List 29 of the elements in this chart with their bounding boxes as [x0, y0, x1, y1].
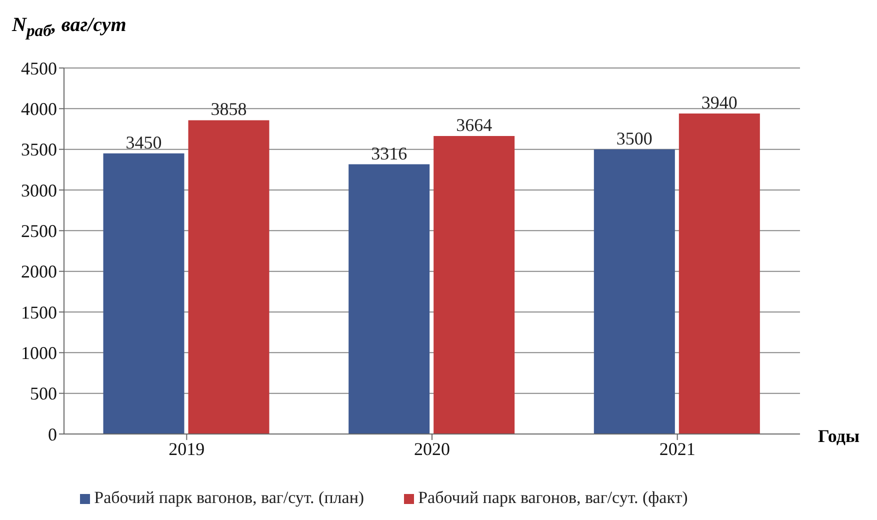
y-tick-label: 500: [30, 384, 57, 404]
data-label: 3450: [126, 132, 162, 152]
legend-label: Рабочий парк вагонов, ваг/сут. (факт): [418, 488, 688, 507]
data-label: 3500: [616, 128, 652, 148]
y-tick-label: 4000: [21, 99, 57, 120]
y-tick-label: 2500: [21, 221, 57, 242]
y-tick-label: 3500: [21, 140, 57, 160]
y-tick-label: 4500: [21, 58, 57, 78]
y-tick-label: 2000: [21, 262, 57, 282]
x-tick-label: 2019: [168, 438, 205, 459]
x-axis-title: Годы: [818, 426, 860, 447]
data-label: 3664: [456, 114, 492, 135]
data-label: 3316: [371, 143, 408, 164]
x-tick-label: 2020: [414, 438, 450, 459]
bar: [434, 136, 515, 434]
y-axis-title: N$_{раб}$, ваг/сут: [12, 14, 126, 41]
bar: [678, 114, 760, 434]
bar: [594, 149, 675, 434]
legend-label: Рабочий парк вагонов, ваг/сут. (план): [94, 488, 364, 507]
bar: [188, 120, 270, 434]
x-tick-label: 2021: [659, 438, 696, 459]
data-label: 3940: [701, 92, 738, 113]
y-tick-label: 1000: [21, 343, 57, 364]
y-tick-label: 0: [48, 424, 57, 444]
y-tick-label: 1500: [21, 302, 57, 322]
bar: [103, 153, 184, 434]
bar: [348, 164, 430, 434]
data-label: 3858: [210, 99, 247, 120]
y-tick-label: 3000: [21, 180, 57, 200]
